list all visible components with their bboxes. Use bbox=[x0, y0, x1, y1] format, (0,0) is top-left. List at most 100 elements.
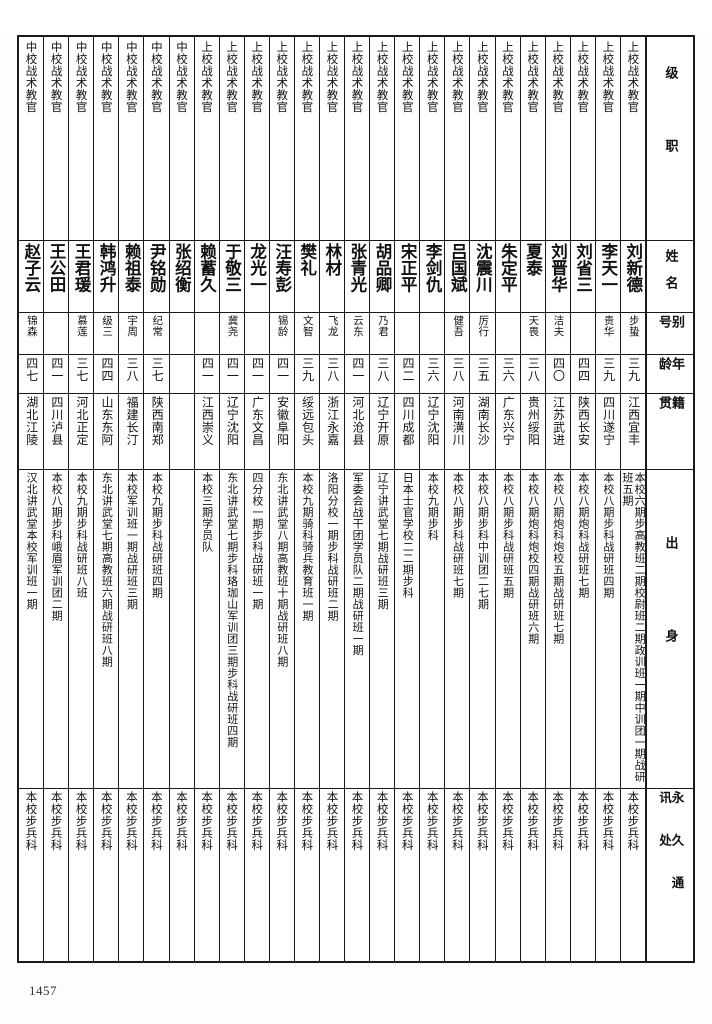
cell-rank-text: 中校战术教官 bbox=[49, 41, 64, 113]
cell-alias-text: 冀尧 bbox=[226, 314, 239, 337]
cell-alias-text: 锦森 bbox=[25, 314, 38, 337]
cell-name: 王君瑗 bbox=[69, 241, 94, 313]
cell-origin-text: 本校九期步科战研班八班 bbox=[75, 472, 89, 599]
cell-rank: 上校战术教官 bbox=[219, 37, 244, 242]
cell-origin: 本校八期炮科炮校五期战研班七期 bbox=[545, 470, 570, 789]
cell-native: 浙江永嘉 bbox=[319, 394, 345, 471]
cell-address: 本校步兵科 bbox=[19, 789, 43, 961]
cell-name: 赖祖泰 bbox=[119, 241, 144, 313]
cell-rank: 中校战术教官 bbox=[44, 37, 69, 242]
cell-alias: 健吾 bbox=[445, 313, 470, 355]
roster-column: 上校战术教官 汪寿彭 锡龄 四一 安徽阜阳 东北讲武堂八期高教班十期战研班八期 本校步兵科 bbox=[268, 37, 294, 961]
roster-column: 上校战术教官 夏泰 天畏 三八 贵州绥阳 本校八期炮科炮校四期战研班六期 本校步兵科 bbox=[519, 37, 545, 961]
cell-native-text: 四川泸县 bbox=[49, 396, 64, 447]
cell-name: 刘省三 bbox=[570, 241, 595, 313]
cell-native-text: 贵州绥阳 bbox=[526, 396, 541, 447]
cell-alias bbox=[420, 313, 445, 355]
cell-age-text: 四一 bbox=[49, 356, 64, 382]
cell-origin: 本校八期步科峨眉军训团二期 bbox=[44, 470, 69, 789]
cell-age-text: 三五 bbox=[476, 356, 491, 382]
cell-origin: 本校八期步科战研班七期 bbox=[445, 470, 470, 789]
cell-address-text: 本校步兵科 bbox=[350, 790, 365, 851]
cell-address: 本校步兵科 bbox=[295, 789, 319, 961]
cell-address: 本校步兵科 bbox=[496, 789, 520, 961]
roster-column: 上校战术教官 胡品卿 乃君 三八 辽宁开原 辽宁讲武堂七期战研班三期 本校步兵科 bbox=[369, 37, 395, 961]
cell-native: 湖北江陵 bbox=[19, 394, 44, 471]
cell-address-text: 本校步兵科 bbox=[74, 790, 89, 851]
cell-origin-text: 汉北讲武堂本校军训班一期 bbox=[25, 472, 39, 611]
roster-column: 上校战术教官 张青光 云东 四一 河北沧县 军委会战干团学员队二期战研班一期 本校步兵科 bbox=[344, 37, 370, 961]
cell-name-text: 张绍衡 bbox=[172, 243, 192, 293]
cell-age-text: 四七 bbox=[24, 356, 39, 382]
cell-native-text: 陕西南郑 bbox=[150, 396, 165, 447]
cell-address: 本校步兵科 bbox=[571, 789, 595, 961]
cell-alias: 纪常 bbox=[144, 313, 169, 355]
cell-address: 本校步兵科 bbox=[144, 789, 168, 961]
cell-rank: 上校战术教官 bbox=[495, 37, 520, 242]
cell-age: 三九 bbox=[595, 355, 620, 395]
cell-rank-text: 上校战术教官 bbox=[526, 41, 541, 113]
cell-address-text: 本校步兵科 bbox=[174, 790, 189, 851]
cell-rank-text: 中校战术教官 bbox=[149, 41, 164, 113]
roster-column: 中校战术教官 韩鸿升 级三 四四 山东东阿 东北讲武堂七期高教班六期战研班八期 本校步兵科 bbox=[93, 37, 119, 961]
cell-origin-text: 本校八期炮科战研班七期 bbox=[576, 472, 590, 599]
cell-address-text: 本校步兵科 bbox=[24, 790, 39, 851]
cell-native-text: 福建长汀 bbox=[125, 396, 140, 447]
cell-rank-text: 上校战术教官 bbox=[200, 41, 215, 113]
cell-address: 本校步兵科 bbox=[44, 789, 68, 961]
cell-origin-text: 本校八期步科战研班五期 bbox=[501, 472, 515, 599]
cell-alias: 锦森 bbox=[19, 313, 44, 355]
cell-origin: 东北讲武堂七期高教班六期战研班八期 bbox=[94, 470, 119, 789]
cell-name-text: 刘省三 bbox=[573, 243, 593, 293]
cell-native-text: 辽宁沈阳 bbox=[225, 396, 240, 447]
roster-column: 上校战术教官 刘晋华 洁夫 四〇 江苏武进 本校八期炮科炮校五期战研班七期 本校步兵科 bbox=[544, 37, 570, 961]
cell-rank-text: 上校战术教官 bbox=[300, 41, 315, 113]
cell-native-text: 四川遂宁 bbox=[601, 396, 616, 447]
cell-native-text: 绥远包头 bbox=[300, 396, 315, 447]
personnel-roster-table: 级职 姓名 别号 年龄 籍贯 出身 永久通讯处 上校战术教官 刘新德 步蛰 三九 江西宜丰 本校六期步高… bbox=[17, 35, 695, 963]
cell-origin-text: 辽宁讲武堂七期战研班三期 bbox=[376, 472, 390, 611]
cell-address: 本校步兵科 bbox=[69, 789, 93, 961]
cell-rank: 上校战术教官 bbox=[520, 37, 545, 242]
cell-native-text: 广东兴宁 bbox=[501, 396, 516, 447]
cell-alias-text: 天畏 bbox=[527, 314, 540, 337]
cell-age-text: 四一 bbox=[225, 356, 240, 382]
cell-age-text: 三七 bbox=[150, 356, 165, 382]
cell-age-text: 三九 bbox=[300, 356, 315, 382]
cell-native: 辽宁沈阳 bbox=[219, 394, 244, 471]
cell-age: 四一 bbox=[345, 355, 370, 395]
cell-age: 四四 bbox=[94, 355, 119, 395]
cell-age: 三八 bbox=[370, 355, 395, 395]
cell-age: 三八 bbox=[119, 355, 144, 395]
cell-origin-text: 东北讲武堂七期步科珞珈山军训团三期步科战研班四期 bbox=[225, 472, 239, 749]
cell-origin-text: 本校八期步科峨眉军训团二期 bbox=[50, 472, 64, 622]
cell-origin-text: 本校三期学员队 bbox=[200, 472, 214, 553]
cell-origin-text: 本校军训班一期战研班三期 bbox=[125, 472, 139, 611]
cell-age: 四一 bbox=[269, 355, 294, 395]
cell-rank: 中校战术教官 bbox=[144, 37, 169, 242]
cell-alias bbox=[395, 313, 420, 355]
cell-age: 四一 bbox=[219, 355, 244, 395]
cell-rank: 上校战术教官 bbox=[470, 37, 495, 242]
cell-address-text: 本校步兵科 bbox=[300, 790, 315, 851]
row-label-name: 姓名 bbox=[647, 241, 693, 313]
cell-origin: 东北讲武堂七期步科珞珈山军训团三期步科战研班四期 bbox=[219, 470, 244, 789]
cell-native-text: 安徽阜阳 bbox=[275, 396, 290, 447]
cell-name-text: 李天一 bbox=[598, 243, 618, 293]
cell-native-text: 广东文昌 bbox=[250, 396, 265, 447]
cell-native: 江西崇义 bbox=[194, 394, 219, 471]
cell-name-text: 吕国斌 bbox=[448, 243, 468, 293]
cell-name: 韩鸿升 bbox=[94, 241, 119, 313]
cell-address-text: 本校步兵科 bbox=[99, 790, 114, 851]
cell-alias: 锡龄 bbox=[269, 313, 294, 355]
cell-origin-text: 本校八期炮科炮校四期战研班六期 bbox=[526, 472, 540, 645]
cell-name: 张青光 bbox=[345, 241, 370, 313]
cell-alias: 厉行 bbox=[470, 313, 495, 355]
cell-name-text: 王君瑗 bbox=[72, 243, 92, 293]
cell-name: 赖蓄久 bbox=[194, 241, 219, 313]
cell-rank-text: 上校战术教官 bbox=[601, 41, 616, 113]
cell-origin-text: 本校九期骑科骑兵教育班一期 bbox=[300, 472, 314, 622]
cell-rank-text: 上校战术教官 bbox=[450, 41, 465, 113]
cell-rank-text: 中校战术教官 bbox=[24, 41, 39, 113]
cell-origin-text: 军委会战干团学员队二期战研班一期 bbox=[351, 472, 365, 657]
